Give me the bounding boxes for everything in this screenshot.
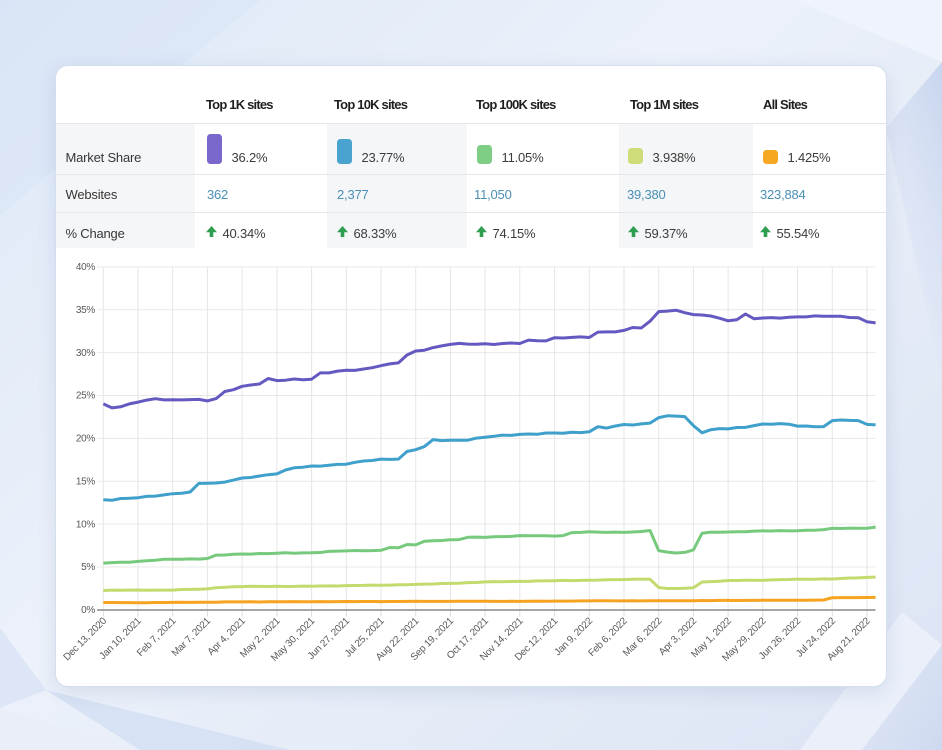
svg-text:15%: 15% (76, 477, 96, 488)
svg-text:35%: 35% (76, 305, 96, 316)
svg-text:20%: 20% (76, 434, 96, 445)
svg-text:30%: 30% (76, 348, 96, 359)
svg-text:10%: 10% (76, 519, 96, 530)
svg-text:0%: 0% (81, 605, 95, 616)
svg-text:40%: 40% (76, 262, 96, 273)
svg-text:5%: 5% (81, 562, 95, 573)
svg-text:25%: 25% (76, 391, 96, 402)
